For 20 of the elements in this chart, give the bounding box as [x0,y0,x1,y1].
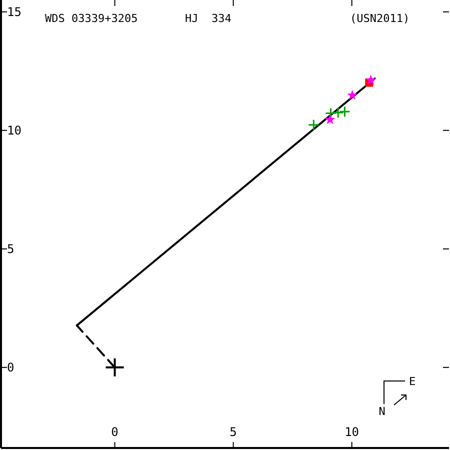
y-tick-label: 10 [7,124,22,138]
y-tick-label: 15 [7,5,22,20]
point [366,74,376,85]
point [324,108,336,120]
text: WDS 03339+3205 [45,12,138,25]
point [347,90,358,100]
annotation: N [378,405,386,418]
annotation: E [409,375,416,388]
point [338,106,350,118]
point [104,357,125,378]
y-tick-label: 5 [7,242,14,256]
x-tick-label: 5 [230,425,237,439]
y-tick-label: 0 [7,360,14,375]
point [332,106,344,118]
x-tick-label: 10 [344,425,360,439]
point [308,119,320,131]
point [324,114,336,124]
x-tick-label: 0 [111,425,118,439]
annotation: (USN2011) [350,12,410,25]
text: HJ 334 [185,12,232,25]
